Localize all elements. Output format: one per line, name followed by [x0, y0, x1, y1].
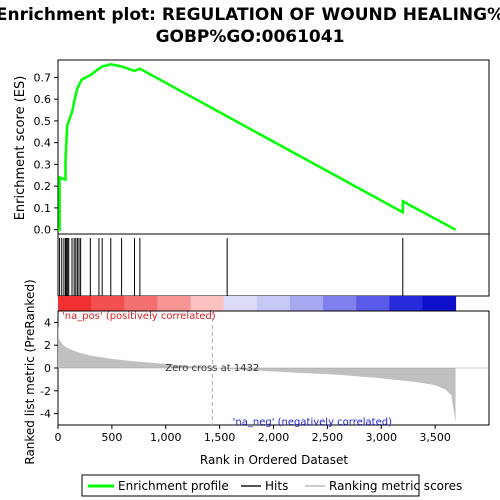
- neg-label: 'na_neg' (negatively correlated): [233, 417, 392, 428]
- legend-label-hits: Hits: [265, 479, 288, 493]
- colorbar-segment: [356, 296, 390, 311]
- metric-y-tick-label: -2: [40, 385, 51, 398]
- es-y-tick-label: 0.5: [34, 115, 52, 128]
- es-y-axis-title: Enrichment score (ES): [13, 76, 28, 221]
- x-tick-label: 0: [55, 431, 62, 444]
- x-tick-label: 1,000: [150, 431, 182, 444]
- es-y-tick-label: 0.4: [34, 137, 52, 150]
- colorbar-segment: [389, 296, 423, 311]
- colorbar-segment: [422, 296, 457, 311]
- es-panel-frame: [57, 59, 490, 235]
- metric-y-tick-label: 2: [44, 339, 51, 352]
- es-y-tick-label: 0.2: [34, 180, 52, 193]
- colorbar-segment: [157, 296, 192, 311]
- x-tick-label: 2,500: [312, 431, 344, 444]
- es-y-tick-label: 0.6: [34, 93, 52, 106]
- x-tick-label: 1,500: [204, 431, 236, 444]
- colorbar-segment: [323, 296, 357, 311]
- enrichment-profile-line: [58, 63, 457, 231]
- chart-subtitle: GOBP%GO:0061041: [156, 27, 345, 47]
- colorbar-segment: [289, 296, 324, 311]
- x-tick-label: 3,000: [366, 431, 398, 444]
- legend-label-enrichment: Enrichment profile: [118, 479, 229, 493]
- metric-y-ticks: 4 2 0 -2 -4: [40, 316, 58, 421]
- metric-y-tick-label: -4: [40, 408, 51, 421]
- x-tick-label: 3,500: [419, 431, 451, 444]
- metric-y-axis-title: Ranked list metric (PreRanked): [23, 279, 37, 464]
- x-axis-title: Rank in Ordered Dataset: [200, 453, 348, 467]
- hits-group: [59, 238, 404, 296]
- colorbar-segment: [124, 296, 158, 311]
- x-ticks: 0 500 1,000 1,500 2,000 2,500 3,000 3,500: [55, 425, 451, 444]
- hits-panel-frame: [57, 233, 490, 297]
- colorbar-segment: [91, 296, 125, 311]
- zero-cross-label: Zero cross at 1432: [165, 363, 259, 374]
- es-y-tick-label: 0.3: [34, 158, 52, 171]
- es-y-tick-label: 0.7: [34, 71, 52, 84]
- legend-label-ranking: Ranking metric scores: [329, 479, 462, 493]
- colorbar-segment: [190, 296, 225, 311]
- es-y-tick-label: 0.0: [34, 224, 52, 237]
- es-line-group: [58, 63, 457, 231]
- x-tick-label: 2,000: [258, 431, 290, 444]
- x-tick-label: 500: [101, 431, 122, 444]
- pos-label: 'na_pos' (positively correlated): [62, 311, 216, 322]
- metric-group: [58, 311, 489, 425]
- colorbar-segment: [256, 296, 291, 311]
- metric-y-tick-label: 4: [44, 316, 51, 329]
- chart-title: Enrichment plot: REGULATION OF WOUND HEA…: [0, 5, 500, 25]
- ranking-metric-area: [58, 324, 456, 423]
- metric-y-tick-label: 0: [44, 362, 51, 375]
- colorbar-segment: [58, 296, 92, 311]
- colorbar: [58, 296, 457, 311]
- colorbar-segment: [223, 296, 258, 311]
- es-y-ticks: 0.0 0.1 0.2 0.3 0.4 0.5 0.6 0.7: [34, 71, 58, 237]
- es-y-tick-label: 0.1: [34, 202, 52, 215]
